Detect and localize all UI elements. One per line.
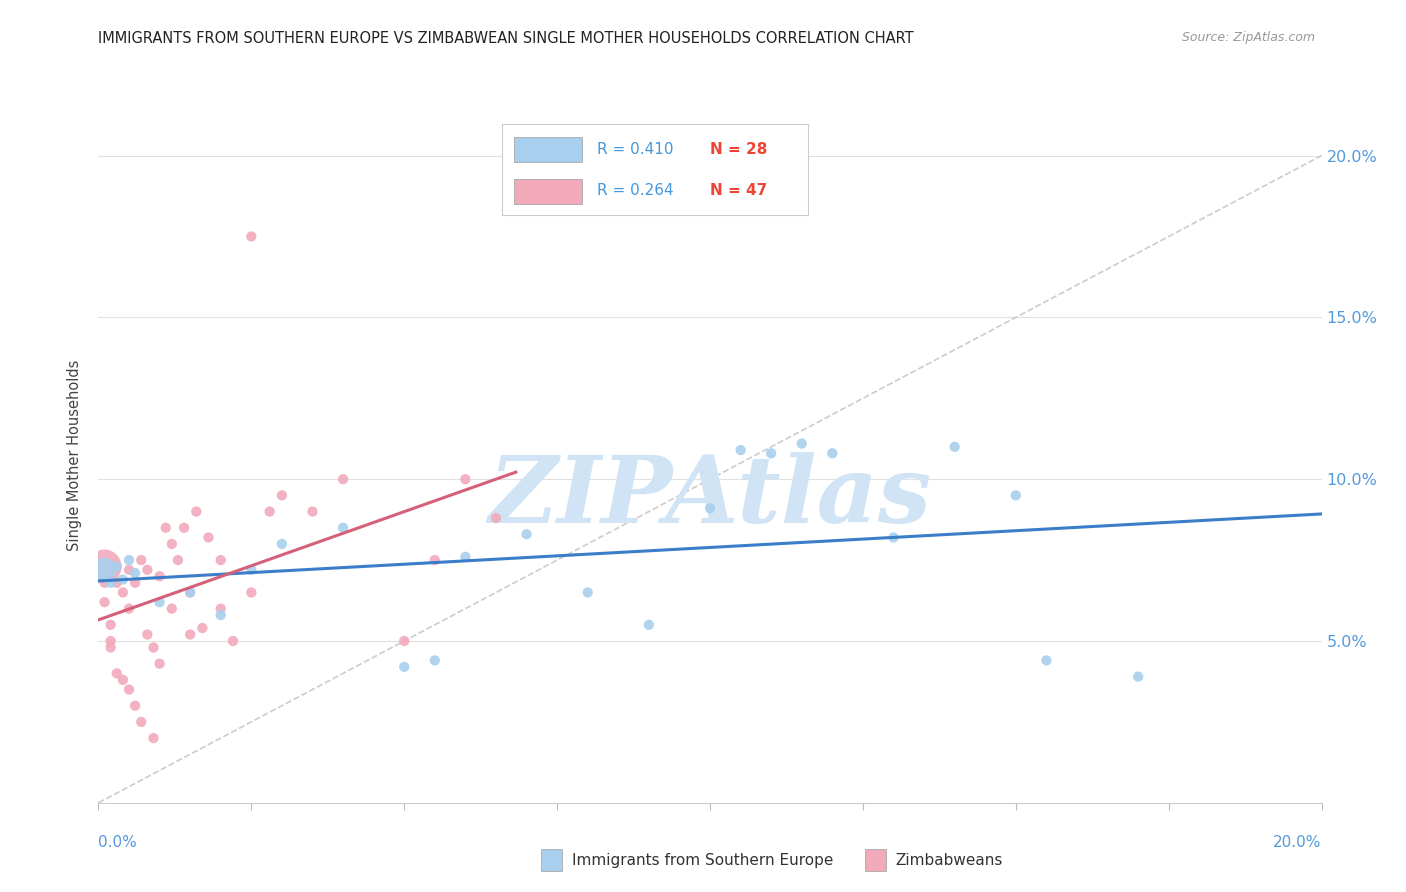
Point [790,436,813,450]
Point [111,673,134,687]
Point [1128,670,1150,684]
Point [1004,488,1026,502]
Point [136,627,159,641]
Point [118,601,141,615]
Point [186,504,208,518]
Point [124,698,146,713]
Point [142,731,165,745]
Y-axis label: Single Mother Households: Single Mother Households [67,359,83,550]
Point [209,553,232,567]
Text: Source: ZipAtlas.com: Source: ZipAtlas.com [1181,31,1315,45]
Point [149,595,172,609]
Point [485,511,508,525]
Point [222,634,245,648]
Point [136,563,159,577]
Point [332,472,354,486]
Point [240,229,263,244]
Point [240,563,263,577]
Point [576,585,599,599]
Point [173,521,195,535]
Point [270,488,292,502]
Text: Immigrants from Southern Europe: Immigrants from Southern Europe [572,854,834,868]
Point [100,640,122,655]
Point [111,573,134,587]
Point [516,527,538,541]
Point [124,566,146,580]
Point [129,553,152,567]
Point [105,559,128,574]
Point [93,575,115,590]
Point [1035,653,1057,667]
Text: Zimbabweans: Zimbabweans [896,854,1002,868]
Point [301,504,323,518]
Point [179,585,201,599]
Point [93,563,115,577]
Point [160,537,183,551]
Point [149,569,172,583]
Point [160,601,183,615]
Point [149,657,172,671]
Point [332,521,354,535]
Point [259,504,281,518]
Point [699,501,721,516]
Point [179,585,201,599]
Point [124,575,146,590]
Point [209,601,232,615]
Point [93,559,115,574]
Point [454,549,477,564]
Point [118,682,141,697]
Point [392,634,416,648]
Point [142,640,165,655]
Text: ZIPAtlas: ZIPAtlas [488,451,932,541]
Point [93,595,115,609]
Point [100,617,122,632]
Point [821,446,844,460]
Text: IMMIGRANTS FROM SOUTHERN EUROPE VS ZIMBABWEAN SINGLE MOTHER HOUSEHOLDS CORRELATI: IMMIGRANTS FROM SOUTHERN EUROPE VS ZIMBA… [98,31,914,46]
Point [943,440,966,454]
Point [105,666,128,681]
Point [423,553,446,567]
Point [129,714,152,729]
Point [118,553,141,567]
Point [100,575,122,590]
Point [730,443,752,458]
Point [883,531,905,545]
Point [637,617,661,632]
Point [270,537,292,551]
Text: 0.0%: 0.0% [98,836,138,850]
Point [179,627,201,641]
Point [105,575,128,590]
Point [155,521,177,535]
Point [111,585,134,599]
Point [118,563,141,577]
Point [100,634,122,648]
Point [392,660,416,674]
Point [209,608,232,623]
Point [105,559,128,574]
Point [454,472,477,486]
Point [191,621,214,635]
Point [167,553,190,567]
Point [240,585,263,599]
Point [197,531,219,545]
Point [423,653,446,667]
Point [759,446,782,460]
Text: 20.0%: 20.0% [1274,836,1322,850]
